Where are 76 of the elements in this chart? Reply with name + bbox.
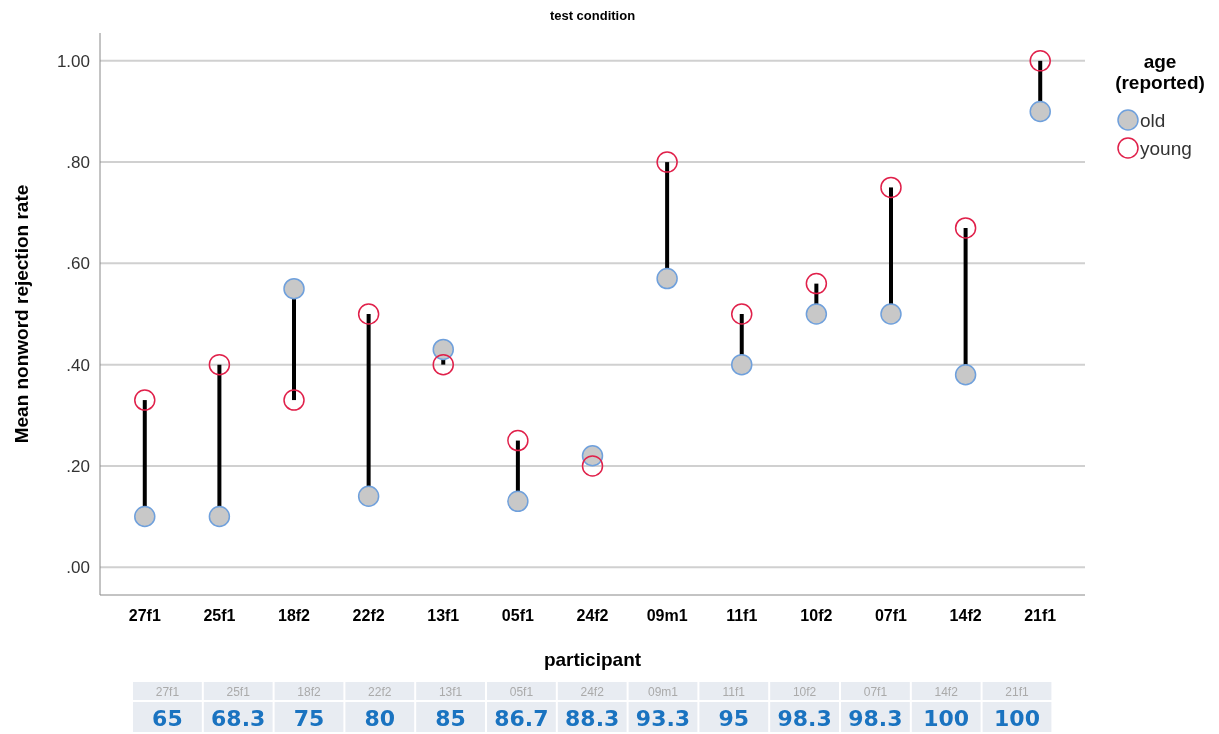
y-tick-label: .80: [66, 153, 90, 173]
point: [1029, 50, 1051, 72]
data-label: 85: [435, 706, 466, 731]
point: [656, 267, 678, 290]
point: [880, 303, 902, 325]
x-tick-label: 07f1: [874, 607, 908, 624]
data-label: 95: [718, 706, 750, 731]
data-label: 75: [293, 706, 325, 731]
legend-label: old: [1140, 110, 1166, 131]
x-tick-label: 27f1: [128, 607, 161, 624]
category-label: 18f2: [297, 685, 321, 699]
category-label: 27f1: [155, 685, 180, 699]
x-tick-label: 13f1: [427, 607, 460, 624]
x-axis-title: participant: [543, 649, 642, 670]
point: [283, 389, 305, 411]
point: [208, 353, 231, 376]
x-tick-label: 24f2: [576, 607, 609, 624]
x-tick-label: 14f2: [949, 607, 982, 624]
data-label: 68.3: [211, 706, 266, 731]
category-label: 05f1: [509, 685, 534, 699]
x-tick-label: 18f2: [278, 607, 311, 624]
x-tick-label: 05f1: [501, 607, 534, 624]
point: [357, 485, 380, 508]
point: [880, 176, 902, 199]
category-label: 10f2: [792, 685, 817, 699]
y-tick-label: 1.00: [56, 51, 90, 71]
category-label: 21f1: [1005, 685, 1029, 699]
x-tick-label: 10f2: [800, 607, 833, 624]
point: [1029, 100, 1051, 123]
data-label: 93.3: [635, 706, 691, 731]
category-label: 13f1: [438, 685, 463, 699]
y-tick-label: .20: [66, 456, 90, 476]
data-label: 88.3: [565, 706, 620, 731]
category-label: 25f1: [226, 685, 251, 699]
point: [134, 505, 156, 528]
data-label: 100: [923, 706, 970, 731]
point: [730, 303, 753, 325]
category-label: 22f2: [368, 685, 392, 699]
x-tick-label: 09m1: [646, 607, 688, 624]
point: [432, 338, 455, 361]
y-axis-title: Mean nonword rejection rate: [11, 184, 32, 444]
point: [507, 490, 529, 513]
data-label: 80: [364, 706, 396, 731]
category-label: 11f1: [722, 685, 746, 699]
point: [954, 364, 977, 386]
data-label: 65: [152, 706, 183, 731]
y-tick-label: .40: [66, 355, 90, 375]
point: [283, 277, 305, 300]
y-tick-label: .60: [66, 254, 90, 274]
category-label: 24f2: [580, 685, 605, 699]
data-label: 98.3: [777, 706, 832, 731]
y-tick-label: .00: [66, 558, 90, 578]
category-label: 14f2: [934, 685, 959, 699]
legend-title: age (reported): [1115, 51, 1205, 93]
category-label: 09m1: [647, 685, 679, 699]
point: [581, 455, 604, 477]
point: [805, 303, 828, 325]
data-label: 100: [994, 706, 1040, 731]
point: [954, 217, 977, 239]
point: [357, 303, 380, 325]
point: [134, 389, 156, 411]
x-tick-label: 25f1: [203, 607, 236, 624]
x-tick-label: 11f1: [726, 607, 758, 624]
data-label: 98.3: [848, 706, 903, 731]
point: [507, 429, 529, 452]
point: [805, 272, 828, 295]
x-tick-label: 21f1: [1024, 607, 1057, 624]
chart-title: test condition: [549, 8, 636, 23]
point: [730, 353, 753, 376]
category-label: 07f1: [863, 685, 888, 699]
point: [208, 505, 231, 528]
x-tick-label: 22f2: [352, 607, 385, 624]
data-label: 86.7: [494, 706, 549, 731]
legend-label: young: [1140, 138, 1192, 159]
point: [656, 151, 678, 173]
point: [432, 353, 455, 376]
